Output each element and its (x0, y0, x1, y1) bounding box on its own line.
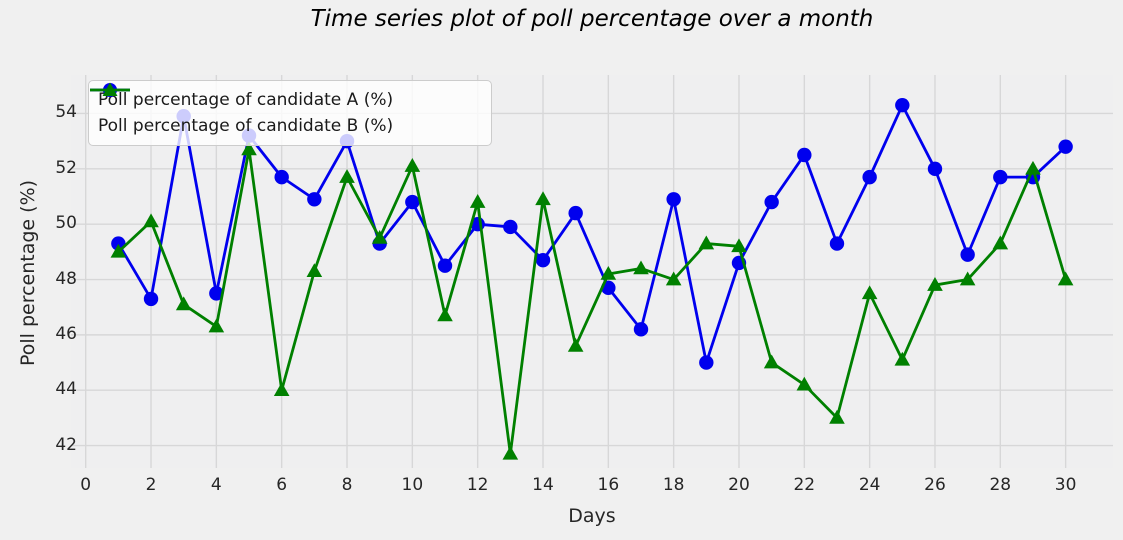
data-point-candidate-b (698, 235, 715, 250)
x-tick-label: 28 (989, 475, 1012, 495)
y-tick-label: 48 (55, 268, 77, 289)
data-point-candidate-b (404, 158, 421, 172)
data-point-candidate-b (502, 445, 519, 460)
data-point-candidate-b (763, 354, 780, 369)
data-point-candidate-b (339, 169, 355, 183)
legend-item-candidate-b: Poll percentage of candidate B (%) (90, 82, 481, 139)
data-point-candidate-a (307, 192, 322, 207)
x-tick-label: 22 (793, 475, 816, 495)
legend-label-candidate-b: Poll percentage of candidate B (%) (98, 116, 394, 136)
data-point-candidate-b (861, 285, 878, 300)
data-point-candidate-b (437, 307, 453, 322)
y-axis-label: Poll percentage (%) (17, 179, 39, 367)
y-tick-label: 52 (55, 157, 77, 178)
y-tick-label: 46 (55, 323, 77, 344)
plot-area: Poll percentage of candidate A (%) Poll … (71, 75, 1113, 468)
data-point-candidate-a (699, 355, 714, 370)
x-tick-label: 24 (858, 475, 881, 495)
y-tick-label: 50 (55, 213, 77, 234)
data-point-candidate-b (894, 351, 911, 366)
data-point-candidate-a (927, 161, 943, 177)
data-point-candidate-b (829, 409, 845, 424)
data-point-candidate-b (633, 260, 649, 275)
series-line-candidate-b (116, 148, 1068, 456)
x-tick-label: 0 (80, 475, 92, 495)
data-point-candidate-a (274, 169, 289, 185)
data-point-candidate-a (862, 169, 877, 185)
x-tick-label: 26 (924, 475, 946, 495)
data-point-candidate-a (960, 247, 975, 262)
data-point-candidate-b (600, 265, 617, 280)
data-point-candidate-b (992, 235, 1009, 250)
data-point-candidate-b (535, 191, 551, 206)
series-line-candidate-a (116, 103, 1068, 364)
x-tick-label: 4 (210, 475, 222, 495)
x-tick-label: 14 (532, 475, 554, 495)
data-point-candidate-a (633, 322, 649, 337)
x-tick-label: 10 (401, 475, 424, 495)
data-point-candidate-b (241, 141, 257, 156)
data-point-candidate-b (731, 238, 747, 253)
data-point-candidate-a (535, 252, 551, 268)
data-point-candidate-b (143, 213, 159, 228)
y-tick-label: 54 (55, 102, 77, 123)
data-point-candidate-a (405, 194, 420, 210)
x-tick-label: 8 (341, 475, 353, 495)
y-tick-label: 44 (55, 379, 77, 400)
data-point-candidate-a (829, 236, 845, 251)
data-point-candidate-b (273, 382, 290, 397)
chart-title: Time series plot of poll percentage over… (310, 6, 874, 32)
x-axis-label: Days (568, 505, 616, 527)
x-tick-label: 20 (728, 475, 750, 495)
data-point-candidate-b (371, 230, 388, 244)
legend-label-candidate-a: Poll percentage of candidate A (%) (98, 90, 394, 110)
data-point-candidate-b (469, 194, 486, 208)
data-point-candidate-b (110, 243, 127, 258)
data-point-candidate-b (306, 263, 323, 278)
legend-item-candidate-a: Poll percentage of candidate A (%) (90, 83, 481, 113)
x-tick-label: 16 (597, 475, 620, 495)
data-point-candidate-b (1025, 160, 1041, 175)
data-point-candidate-a (437, 258, 453, 273)
data-point-candidate-a (993, 169, 1008, 185)
data-point-candidate-a (666, 192, 681, 207)
data-point-candidate-b (927, 277, 943, 291)
x-tick-label: 30 (1054, 475, 1077, 495)
x-tick-label: 18 (662, 475, 685, 495)
data-point-candidate-b (567, 337, 584, 352)
data-point-candidate-a (503, 219, 518, 235)
data-point-candidate-b (796, 376, 813, 391)
data-point-candidate-a (1058, 139, 1073, 154)
data-point-candidate-b (959, 271, 976, 286)
legend: Poll percentage of candidate A (%) Poll … (88, 80, 492, 146)
x-tick-label: 12 (466, 475, 489, 495)
data-point-candidate-a (764, 194, 779, 210)
data-point-candidate-b (208, 318, 225, 333)
y-tick-label: 42 (55, 434, 77, 455)
x-tick-label: 6 (276, 475, 288, 495)
data-point-candidate-a (797, 147, 812, 163)
data-point-candidate-a (568, 205, 583, 221)
data-point-candidate-a (143, 291, 159, 307)
x-tick-label: 2 (145, 475, 157, 495)
data-point-candidate-b (175, 296, 192, 311)
data-point-candidate-b (1057, 271, 1074, 286)
data-point-candidate-a (895, 97, 910, 113)
data-point-candidate-a (209, 286, 224, 301)
legend-line-triangle-icon (90, 82, 130, 96)
data-point-candidate-b (665, 271, 682, 286)
